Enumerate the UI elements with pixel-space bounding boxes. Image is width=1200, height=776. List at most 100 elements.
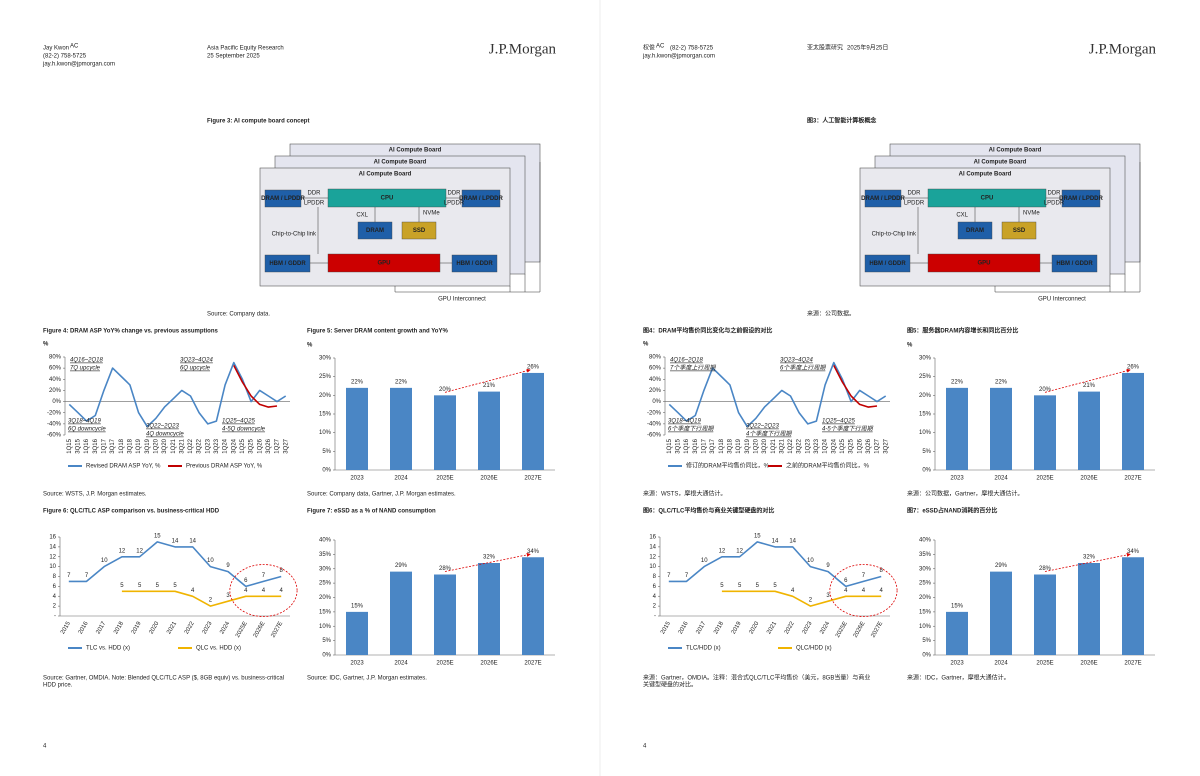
ddr-label: DDR [1048,191,1062,197]
data-label: 4 [191,588,195,594]
x-tick-label: 1Q22 [188,438,194,453]
figure-source: 来源：Gartner，OMDIA。注释：混合式QLC/TLC平均售价（美元，8G… [643,674,870,682]
y-tick-label: 4 [653,594,657,600]
hbm-box-label: HBM / GDDR [456,261,493,267]
data-label: 3 [226,593,230,599]
page-number: 4 [43,744,47,750]
data-label: 32% [1083,555,1096,561]
hbm-box [864,254,911,273]
x-tick-label: 3Q22 [797,438,803,453]
x-tick-label: 1Q25 [240,438,246,453]
x-tick-label: 1Q20 [753,438,759,453]
lpddr-label: LPDDR [444,201,465,207]
data-label: 5 [720,583,724,589]
x-tick-label: 1Q18 [719,438,725,453]
dram-lpddr-box-label: DRAM / LPDDR [1059,196,1103,202]
data-label: 15% [951,603,964,609]
y-tick-label: 10 [49,564,56,570]
y-tick-label: 40% [319,538,332,544]
annotation-period: 3Q18~4Q19 [668,419,702,425]
board-label: AI Compute Board [989,148,1042,154]
annotation-period: 3Q18~4Q19 [68,419,102,425]
unit-label: % [907,343,913,349]
y-tick-label: 5% [922,449,931,455]
bar [1122,557,1144,655]
ssd-box-label: SSD [413,228,426,234]
hbm-box [451,254,498,273]
data-label: 32% [483,555,496,561]
unit-label: % [307,343,313,349]
y-tick-label: 10% [919,624,932,630]
figure-source: Source: IDC, Gartner, J.P. Morgan estima… [307,676,427,682]
data-label: 29% [995,563,1008,569]
annotation-period: 4Q16~2Q18 [670,358,704,364]
bar [946,611,968,655]
data-label: 6 [244,578,248,584]
nvme-label: NVMe [1023,211,1040,217]
board-label: AI Compute Board [374,160,427,166]
x-tick-label: 3Q24 [831,438,837,453]
x-tick-label: 1Q20 [153,438,159,453]
annotation-label: 4-5Q downcycle [222,427,266,433]
data-label: 10 [101,558,108,564]
y-tick-label: 20% [49,388,62,394]
x-tick-label: 2026E [480,661,497,667]
x-tick-label: 3Q21 [779,438,785,453]
nvme-label: NVMe [423,211,440,217]
data-label: 22% [395,379,408,385]
trend-arrow [1044,368,1131,393]
data-label: 22% [995,379,1008,385]
line-series [668,361,887,428]
y-tick-label: -40% [647,421,662,427]
figure-source: Source: Gartner, OMDIA. Note: Blended QL… [43,676,284,682]
data-label: 5 [120,583,124,589]
x-tick-label: 2026E [1080,476,1097,482]
data-label: 34% [527,549,540,555]
cxl-label: CXL [956,213,968,219]
unit-label: % [43,342,49,348]
data-label: 9 [226,563,230,569]
y-tick-label: 12 [49,554,56,560]
y-tick-label: 16 [49,535,56,541]
y-tick-label: 0% [922,468,931,474]
y-tick-label: 20% [919,393,932,399]
dram-lpddr-box-label: DRAM / LPDDR [261,196,305,202]
y-tick-label: 60% [649,366,662,372]
data-label: 20% [1039,387,1052,393]
y-tick-label: 12 [649,554,656,560]
data-label: 2 [209,598,213,604]
data-label: 4 [844,588,848,594]
figure-source: Source: Company data, Gartner, J.P. Morg… [307,492,456,498]
figure-title: Figure 5: Server DRAM content growth and… [307,329,448,335]
data-label: 10 [807,558,814,564]
y-tick-label: 10% [319,624,332,630]
legend-label: QLC/HDD (x) [796,646,832,652]
annotation-label: 6个季度上行周期 [780,364,826,372]
cpu-box [327,188,447,208]
bar [990,387,1012,470]
cxl-label: CXL [356,213,368,219]
figure-source: 关键型硬盘的对比。 [643,681,697,689]
data-label: 2 [809,598,813,604]
figure-title: 图6：QLC/TLC平均售价与商业关键型硬盘的对比 [643,507,774,515]
data-label: 21% [1083,383,1096,389]
bar [390,387,412,470]
x-tick-label: 2025E [436,661,453,667]
y-tick-label: 5% [322,638,331,644]
data-label: 15 [754,534,761,540]
x-tick-label: 1Q23 [805,438,811,453]
x-tick-label: 1Q24 [823,438,829,453]
x-tick-label: 3Q25 [249,438,255,453]
dram-lpddr-box-label: DRAM / LPDDR [459,196,503,202]
data-label: 5 [138,583,142,589]
y-tick-label: 4 [53,594,57,600]
y-tick-label: 30% [319,566,332,572]
annotation-label: 7个季度上行周期 [670,364,716,372]
x-tick-label: 2027E [524,661,541,667]
y-tick-label: 0% [322,468,331,474]
data-label: 5 [773,583,777,589]
annotation-label: 4-5个季度下行周期 [822,425,874,433]
x-tick-label: 1Q21 [771,438,777,453]
gpu-box [927,253,1041,273]
